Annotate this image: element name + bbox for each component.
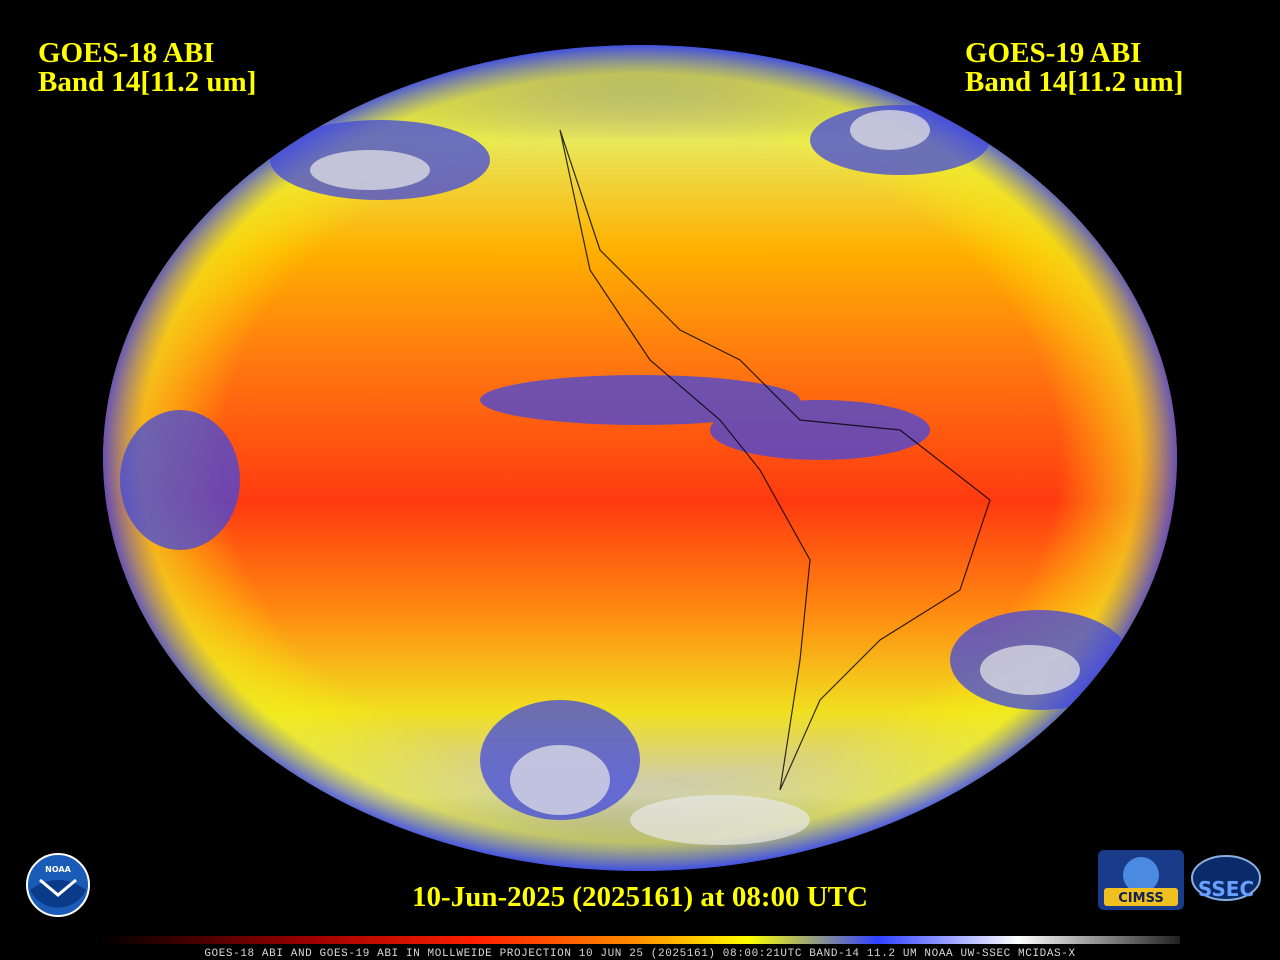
left-satellite: GOES-18 ABI bbox=[38, 37, 214, 69]
footer: GOES-18 ABI AND GOES-19 ABI IN MOLLWEIDE… bbox=[204, 948, 1075, 960]
timestamp: 10-Jun-2025 (2025161) at 08:00 UTC bbox=[412, 881, 868, 913]
right-band: Band 14[11.2 um] bbox=[965, 66, 1183, 98]
color-bar bbox=[100, 936, 1180, 944]
left-band: Band 14[11.2 um] bbox=[38, 66, 256, 98]
noaa-text: NOAA bbox=[45, 865, 71, 874]
ssec-text: SSEC bbox=[1198, 877, 1254, 901]
ssec-logo: SSEC bbox=[1191, 855, 1261, 901]
right-satellite: GOES-19 ABI bbox=[965, 37, 1141, 69]
globe bbox=[103, 45, 1177, 871]
cimss-text: CIMSS bbox=[1118, 891, 1163, 906]
noaa-logo: NOAA bbox=[26, 853, 90, 917]
cimss-logo: CIMSS bbox=[1098, 850, 1184, 910]
